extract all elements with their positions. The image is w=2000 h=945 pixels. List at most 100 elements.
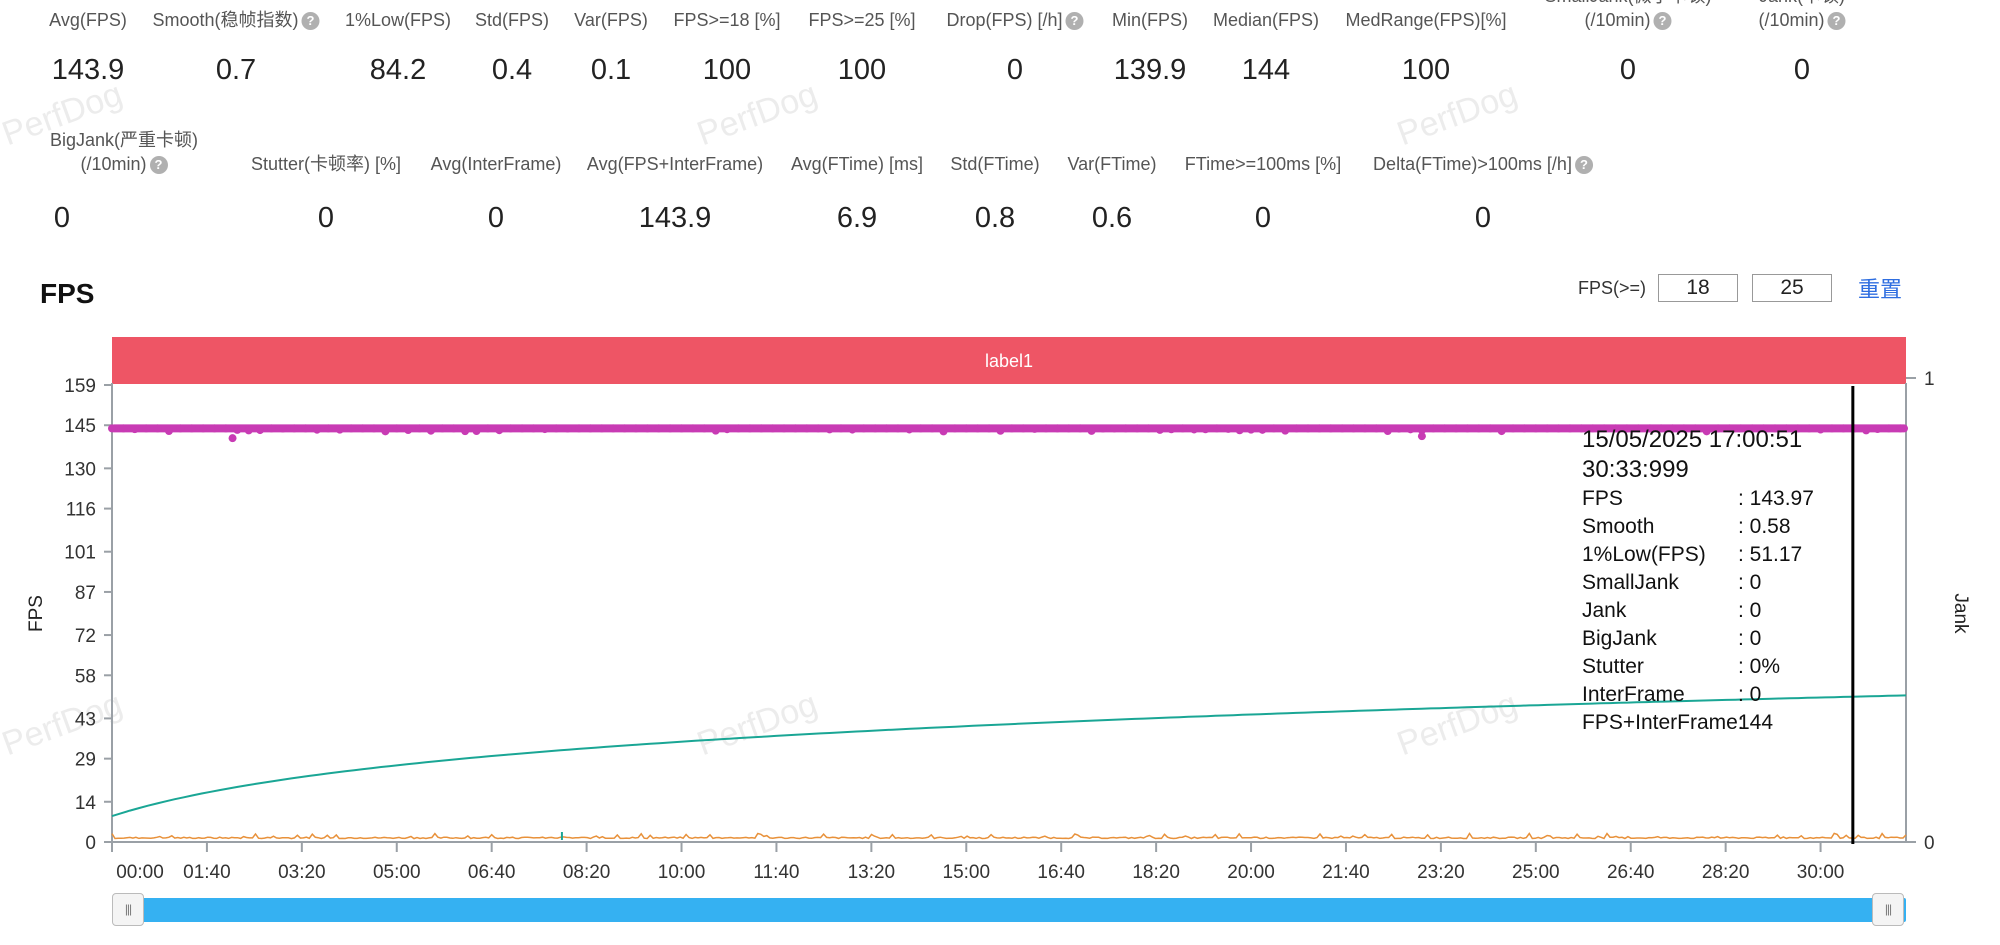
time-range-slider[interactable]	[112, 898, 1906, 922]
fps-threshold-input-2[interactable]	[1752, 274, 1833, 302]
stat-label: FTime>=100ms [%]	[1184, 154, 1342, 174]
fps-point	[1121, 424, 1130, 433]
tooltip-value: : 0	[1738, 683, 1762, 706]
y2-axis-title: Jank	[1950, 593, 1971, 634]
x-tick-label: 15:00	[943, 862, 991, 883]
fps-point	[711, 426, 720, 435]
fps-point	[1235, 426, 1244, 435]
fps-point	[1668, 424, 1677, 433]
fps-point	[1167, 425, 1176, 434]
fps-point	[1144, 424, 1153, 433]
fps-point	[1224, 424, 1233, 433]
stat-label: 1%Low(FPS)	[344, 10, 452, 30]
fps-point	[552, 424, 561, 433]
fps-point	[985, 424, 994, 433]
stat-drop-fps: Drop(FPS) [/h]? 0	[946, 8, 1084, 86]
reset-button[interactable]: 重置	[1858, 277, 1903, 302]
fps-point	[142, 424, 151, 433]
stat-value: 100	[702, 54, 752, 86]
stat-value: 6.9	[836, 202, 878, 234]
fps-chart[interactable]: label1 0 14 29 43 58 72 87 101 116 130 145 159 0 1 00:0…	[0, 330, 2000, 940]
x-tick-label: 00:00	[116, 862, 164, 883]
stat-var-fps: Var(FPS) 0.1	[574, 8, 648, 86]
stat-value: 100	[1401, 54, 1451, 86]
fps-point	[791, 424, 800, 433]
fps-point	[392, 424, 401, 433]
fps-point	[1531, 424, 1540, 433]
stat-label: FPS>=25 [%]	[808, 10, 916, 30]
tooltip-key: Stutter	[1582, 655, 1644, 678]
stat-value: 0.8	[974, 202, 1016, 234]
fps-point	[256, 426, 265, 435]
fps-point	[324, 424, 333, 433]
help-icon[interactable]: ?	[301, 12, 320, 31]
y-tick-label: 101	[64, 543, 96, 564]
fps-point	[848, 425, 857, 434]
fps-point	[313, 425, 322, 434]
fps-point	[1007, 424, 1016, 433]
fps-point	[1873, 425, 1882, 434]
fps-point	[734, 424, 743, 433]
fps-point	[654, 424, 663, 433]
stat-label: BigJank(严重卡顿)	[49, 130, 199, 150]
help-icon[interactable]: ?	[1574, 156, 1593, 175]
x-tick-label: 18:20	[1132, 862, 1180, 883]
range-end-handle[interactable]: |||	[1872, 893, 1904, 926]
fps-point	[153, 424, 162, 433]
fps-point	[1360, 424, 1369, 433]
fps-point	[1201, 425, 1210, 434]
fps-point	[631, 424, 640, 433]
fps-point	[1452, 424, 1461, 433]
range-start-handle[interactable]: |||	[112, 893, 144, 926]
fps-point	[780, 424, 789, 433]
fps-point	[1736, 424, 1745, 433]
stat-avg-fps: Avg(FPS) 143.9	[49, 8, 127, 86]
fps-point	[973, 424, 982, 433]
fps-point	[836, 424, 845, 433]
fps-point	[130, 425, 139, 434]
tooltip-key: SmallJank	[1582, 571, 1679, 594]
fps-point	[1087, 426, 1096, 435]
fps-threshold-input-1[interactable]	[1658, 274, 1739, 302]
fps-point	[916, 424, 925, 433]
y-tick-label: 87	[75, 583, 96, 604]
tooltip-value: 144	[1738, 711, 1774, 734]
fps-point	[1030, 424, 1039, 433]
fps-point	[1509, 424, 1518, 433]
stat-label-unit: (/10min)	[1584, 10, 1651, 30]
fps-point	[1645, 424, 1654, 433]
fps-point	[586, 424, 595, 433]
fps-point	[1417, 426, 1426, 435]
fps-chart-svg[interactable]: label1 0 14 29 43 58 72 87 101 116 130 145 159 0 1 00:0…	[0, 330, 2000, 940]
tooltip-datetime: 15/05/2025 17:00:51	[1582, 426, 1803, 453]
x-tick-label: 30:00	[1797, 862, 1845, 883]
fps-point	[1110, 424, 1119, 433]
fps-point	[996, 426, 1005, 435]
tooltip-elapsed: 30:33:999	[1582, 456, 1689, 483]
x-tick-label: 05:00	[373, 862, 421, 883]
fps-point	[802, 424, 811, 433]
stat-value: 144	[1241, 54, 1291, 86]
y-tick-label: 116	[66, 500, 96, 521]
fps-point	[1155, 425, 1164, 434]
fps-point	[1326, 424, 1335, 433]
fps-point	[301, 424, 310, 433]
stat-label: FPS>=18 [%]	[673, 10, 781, 30]
fps-point	[1133, 424, 1142, 433]
x-tick-label: 13:20	[848, 862, 896, 883]
fps-point	[1349, 424, 1358, 433]
stat-value: 143.9	[638, 202, 712, 234]
x-tick-label: 26:40	[1607, 862, 1655, 883]
help-icon[interactable]: ?	[149, 156, 168, 175]
fps-point	[723, 425, 732, 434]
help-icon[interactable]: ?	[1065, 12, 1084, 31]
help-icon[interactable]: ?	[1827, 12, 1846, 31]
help-icon[interactable]: ?	[1653, 12, 1672, 31]
x-tick-label: 08:20	[563, 862, 611, 883]
fps-point	[164, 427, 173, 436]
fps-point	[1247, 425, 1256, 434]
stat-label: Avg(FPS+InterFrame)	[586, 154, 764, 174]
stat-label: Var(FPS)	[574, 10, 648, 30]
stat-avg-ftime: Avg(FTime) [ms] 6.9	[791, 152, 923, 234]
fps-point	[472, 427, 481, 436]
